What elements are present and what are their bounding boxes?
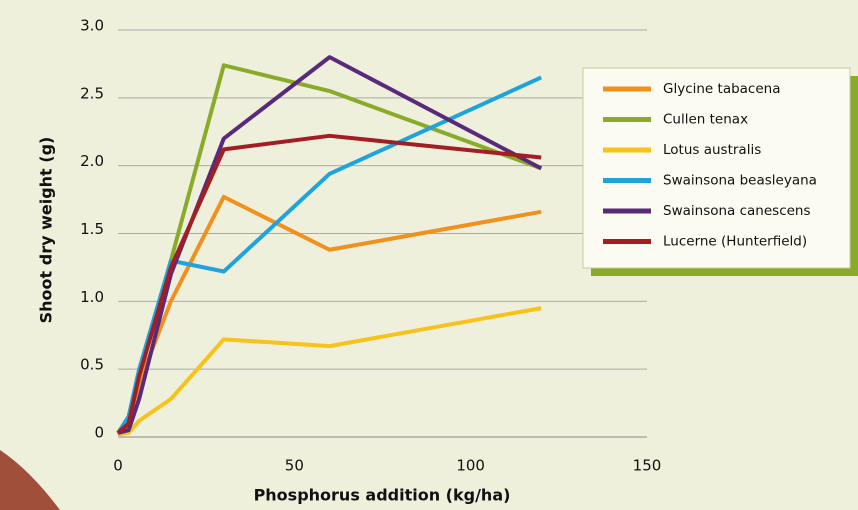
y-tick-label: 0 <box>94 424 104 442</box>
y-tick-label: 2.5 <box>80 84 104 102</box>
y-tick-label: 2.0 <box>80 152 104 170</box>
legend: Glycine tabacena Cullen tenax Lotus austra… <box>583 68 858 276</box>
x-tick-label: 100 <box>456 457 485 475</box>
y-tick-label: 1.5 <box>80 220 104 238</box>
legend-label: Lotus australis <box>663 142 761 158</box>
x-tick-label: 50 <box>285 457 304 475</box>
page: Phosphorus addition (kg/ha) Shoot dry we… <box>0 0 858 510</box>
y-tick-label: 1.0 <box>80 288 104 306</box>
x-tick-label: 0 <box>113 457 123 475</box>
legend-label: Lucerne (Hunterfield) <box>663 234 807 250</box>
legend-label: Swainsona beasleyana <box>663 173 817 189</box>
x-axis-title: Phosphorus addition (kg/ha) <box>254 486 511 505</box>
y-tick-label: 0.5 <box>80 356 104 374</box>
legend-label: Glycine tabacena <box>663 81 781 97</box>
y-tick-label: 3.0 <box>80 17 104 35</box>
y-axis-title: Shoot dry weight (g) <box>37 137 56 324</box>
x-tick-label: 150 <box>633 457 662 475</box>
legend-label: Swainsona canescens <box>663 203 811 219</box>
chart: Phosphorus addition (kg/ha) Shoot dry we… <box>0 0 858 510</box>
legend-label: Cullen tenax <box>663 112 748 128</box>
